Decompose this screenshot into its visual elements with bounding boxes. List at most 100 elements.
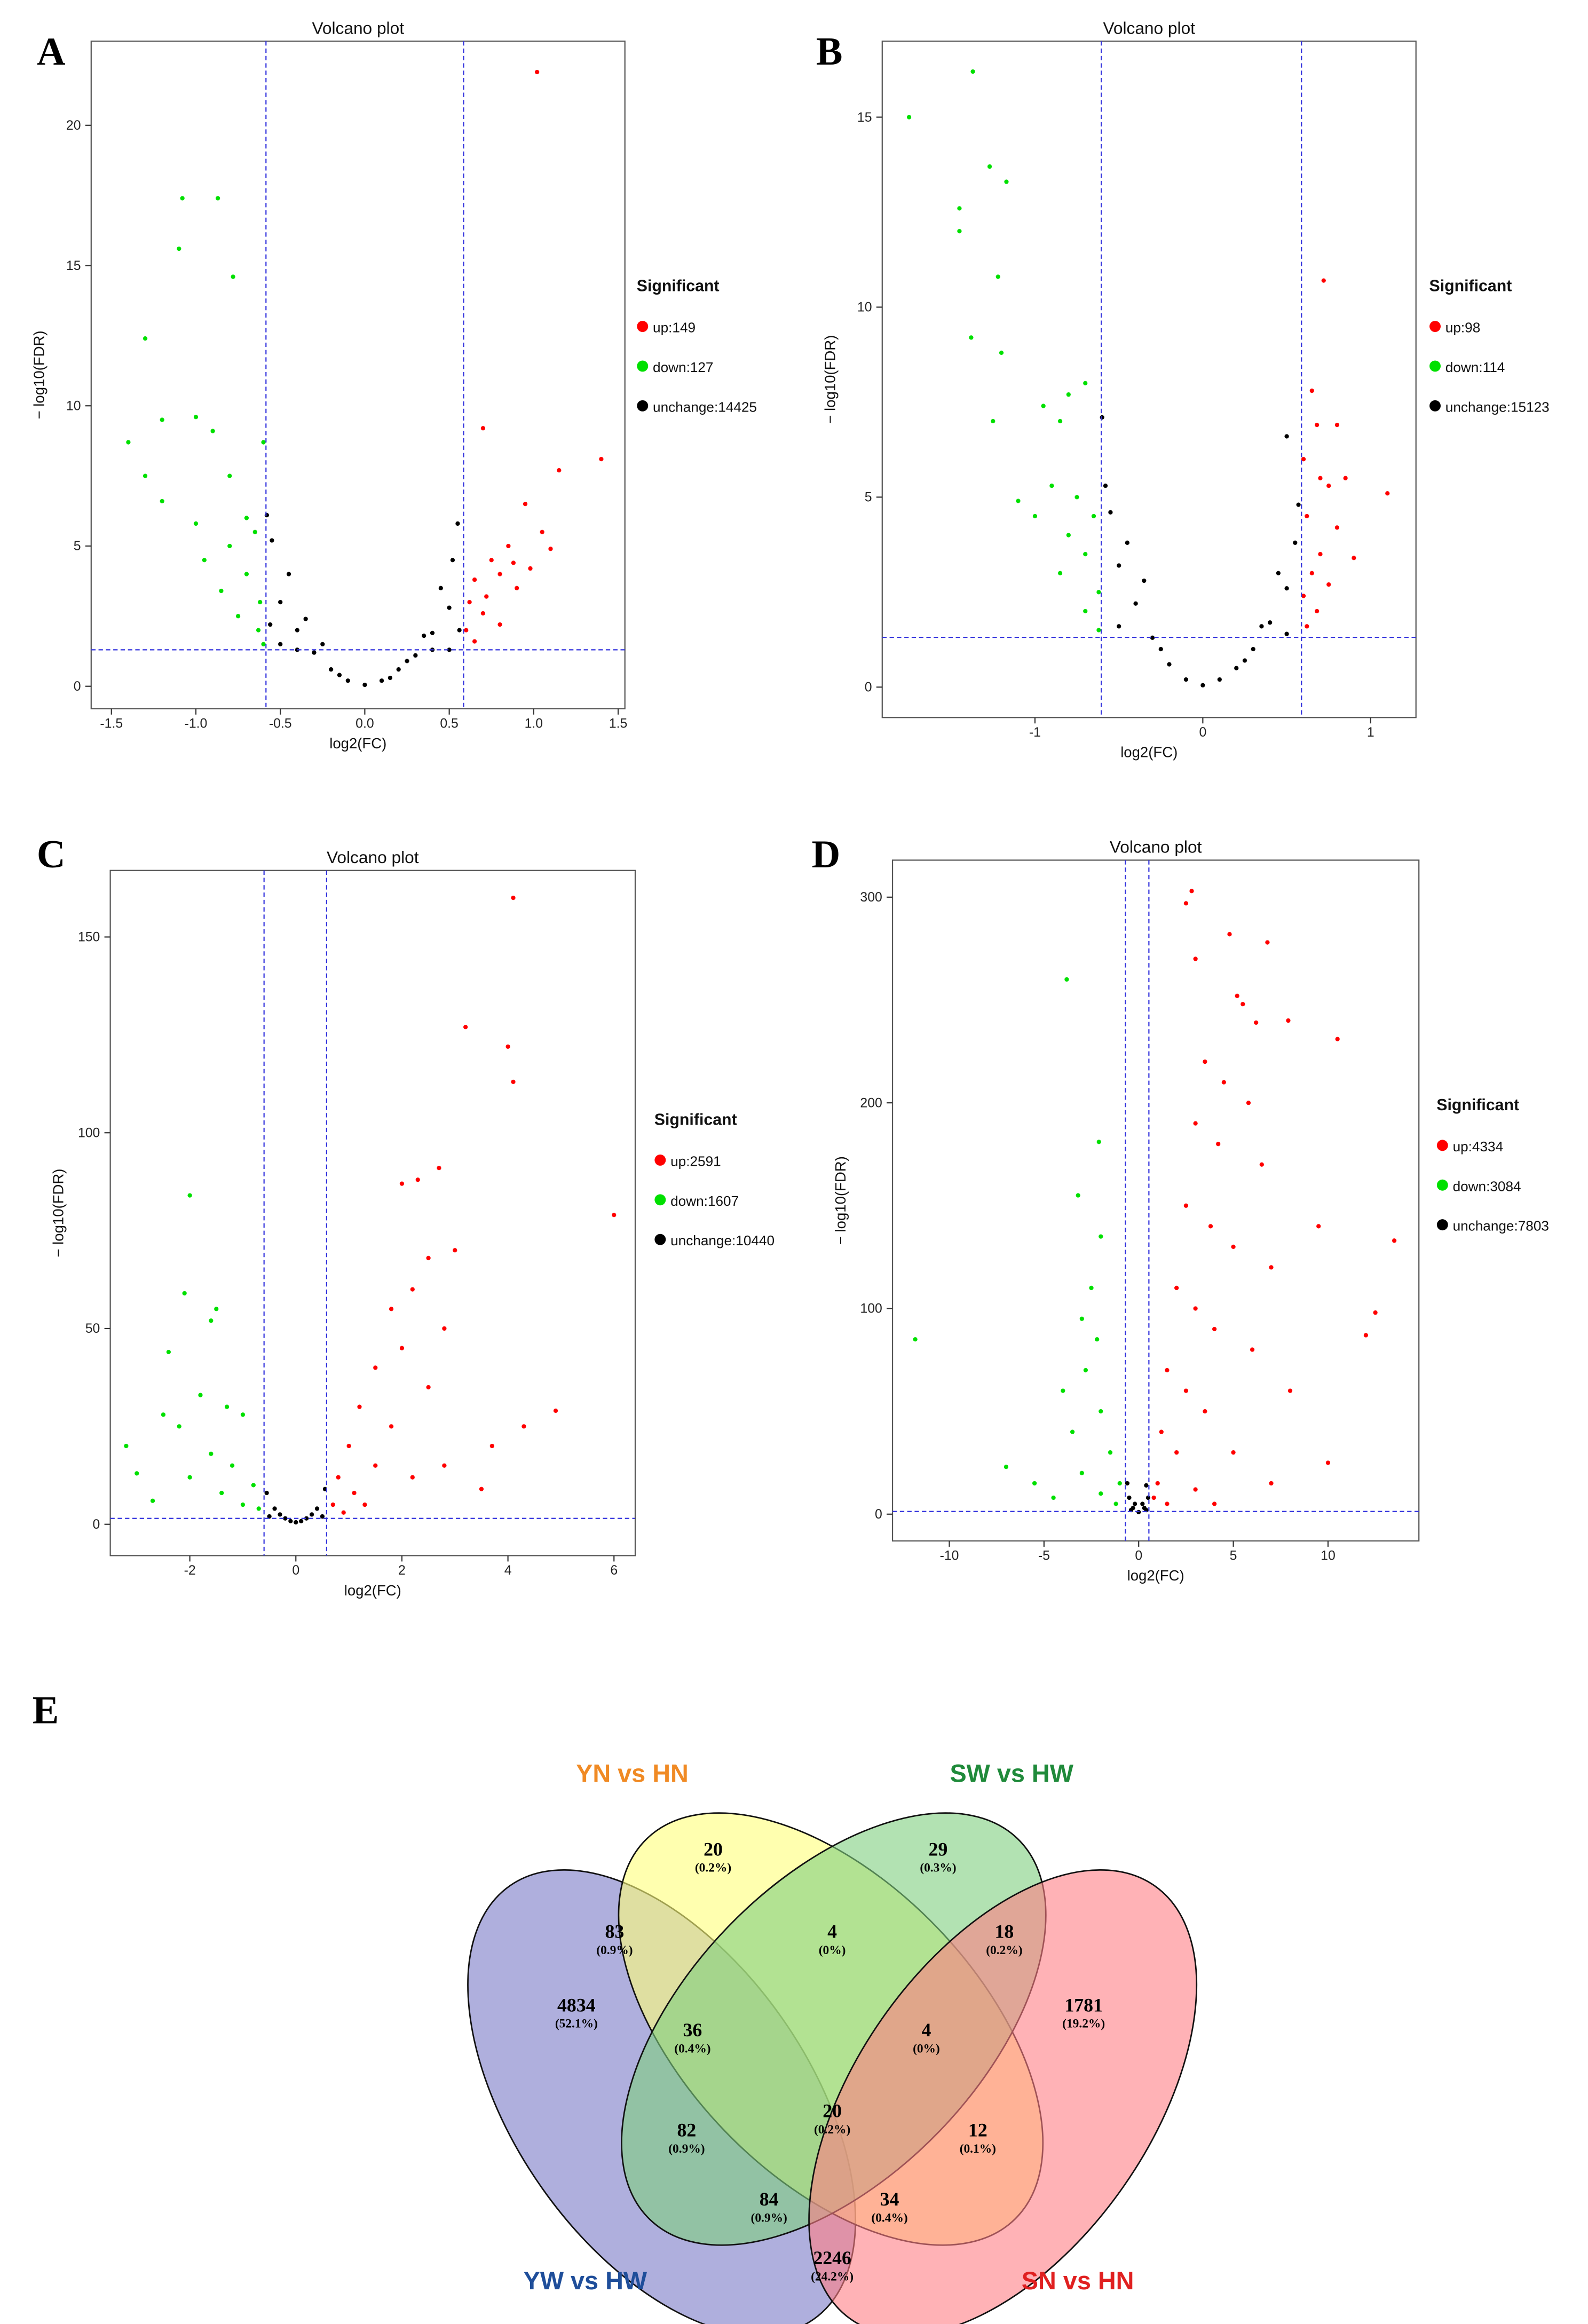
point [1373,1310,1378,1315]
point [231,274,235,279]
x-tick-label: 1 [1367,725,1374,740]
x-tick-label: 0 [1199,725,1206,740]
y-tick-label: 5 [865,491,872,505]
point [970,69,975,74]
point [1159,1429,1164,1434]
x-tick-label: -2 [184,1563,196,1578]
point [346,1443,351,1449]
region-count: 29 [929,1838,948,1860]
point [1158,647,1163,652]
point [227,543,232,549]
legend-label: down:114 [1445,359,1505,375]
point [268,622,273,627]
point [219,1490,224,1496]
point [969,335,974,340]
panel-label: C [37,833,66,876]
point [996,274,1000,279]
point [1309,571,1314,575]
x-tick-label: 0 [1135,1549,1142,1563]
point [341,1510,346,1515]
point [202,558,207,563]
point [442,1463,447,1468]
legend-label: up:98 [1445,320,1480,336]
point [1326,582,1331,587]
point [1108,510,1113,515]
region-percent: (0%) [819,1943,846,1957]
point [1305,624,1309,629]
x-tick-label: -10 [940,1549,959,1563]
point [1108,1450,1113,1455]
y-tick-label: 150 [78,930,100,945]
point [1193,957,1198,961]
point [283,1516,288,1521]
point [362,1502,367,1507]
point [426,1255,431,1261]
point [511,560,516,565]
panel-label: D [812,833,841,876]
venn-set-label: SN vs HN [1022,2267,1134,2295]
chart-title: Volcano plot [312,18,405,37]
point [304,1516,309,1521]
y-axis-label: − log10(FDR) [832,1156,849,1245]
point [388,675,393,681]
point [240,1502,246,1507]
point [227,473,232,478]
legend-marker [637,321,649,333]
point [1305,513,1309,519]
x-tick-label: -1 [1029,725,1041,740]
point [426,1385,431,1390]
point [1099,1491,1103,1496]
point [1276,571,1281,575]
point [464,628,469,633]
point [256,628,261,633]
legend-title: Significant [654,1111,737,1128]
region-percent: (24.2%) [811,2270,854,2283]
x-tick-label: 1.5 [609,717,627,731]
point [1259,1162,1264,1167]
point [1096,590,1101,595]
point [1203,1409,1207,1414]
point [1212,1326,1217,1332]
region-percent: (0.3%) [920,1861,956,1875]
point [1321,278,1326,283]
point [1334,525,1340,530]
point [455,521,460,526]
point [957,206,962,211]
point [1183,1203,1189,1208]
point [193,521,199,526]
legend-label: up:4334 [1453,1139,1504,1155]
point [303,616,308,621]
point [1203,1059,1207,1064]
point [1326,483,1331,488]
point [1242,658,1247,663]
point [1183,1388,1189,1393]
legend-label: unchange:14425 [653,399,757,415]
point [913,1337,918,1342]
point [209,1451,214,1456]
point [523,502,528,507]
point [1057,571,1063,575]
point [1259,624,1264,629]
point [1251,647,1255,652]
x-axis-label: log2(FC) [344,1582,401,1599]
point [1091,513,1096,519]
legend-marker [1436,1219,1448,1231]
y-tick-label: 0 [865,681,872,695]
point [314,1506,320,1511]
point [1083,552,1088,557]
point [410,1287,415,1292]
point [1293,540,1298,545]
point [1051,1495,1056,1500]
x-tick-label: 5 [1230,1549,1237,1563]
point [999,350,1004,355]
point [1287,1388,1293,1393]
point [1132,1501,1137,1506]
point [1231,1450,1236,1455]
point [1099,1234,1103,1239]
y-tick-label: 100 [78,1126,100,1140]
point [422,633,426,638]
region-percent: (52.1%) [555,2017,598,2031]
y-axis-label: − log10(FDR) [50,1169,66,1258]
point [1096,1140,1101,1144]
point [1004,179,1009,184]
